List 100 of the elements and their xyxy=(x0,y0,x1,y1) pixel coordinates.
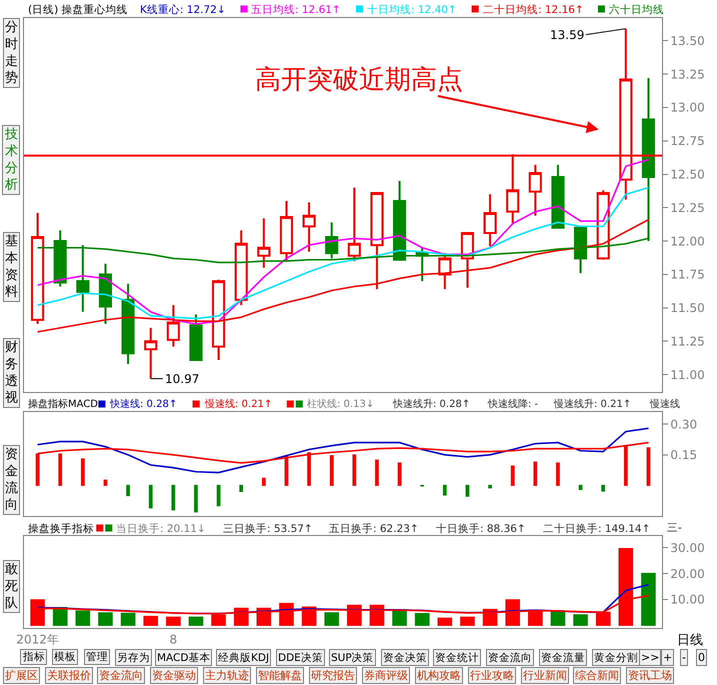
y-tick-label: 0.15 xyxy=(670,448,698,462)
text: 行业新闻 xyxy=(523,669,567,682)
candlestick xyxy=(528,164,542,217)
y-tick-label: 13.25 xyxy=(670,67,705,82)
bar xyxy=(646,447,650,486)
bar xyxy=(533,462,538,486)
bar xyxy=(442,484,447,496)
y-tick-label: 11.25 xyxy=(670,334,705,348)
text: >> xyxy=(641,651,660,664)
candlestick xyxy=(280,200,293,262)
y-tick-label: 12.00 xyxy=(670,234,705,248)
bar xyxy=(58,454,62,486)
text: 十日换手: 88.36↑ xyxy=(436,522,526,535)
text: 财务透视 xyxy=(5,340,18,406)
bar xyxy=(216,484,220,506)
bar xyxy=(438,618,452,626)
bar xyxy=(460,616,475,626)
text: 资金驱动 xyxy=(152,669,196,682)
bar xyxy=(239,484,244,492)
bar xyxy=(414,612,430,626)
legend-label: 二十日均线: 12.16↑ xyxy=(483,3,584,16)
y-tick-label: 11.75 xyxy=(670,268,705,282)
x-tick-label: 8 xyxy=(170,632,178,646)
text: 资金决策 xyxy=(383,651,427,664)
text: 行业攻略 xyxy=(470,669,514,682)
bar xyxy=(578,484,582,490)
bar xyxy=(98,612,113,626)
text: 机构攻略 xyxy=(417,669,461,682)
text: SUP决策 xyxy=(331,651,374,664)
candlestick xyxy=(122,282,135,365)
bar xyxy=(510,466,515,486)
bar xyxy=(324,612,339,626)
text: 资金流量 xyxy=(541,651,585,664)
legend-label: 慢速线: 0.21↑ xyxy=(204,398,272,410)
text: 智能解盘 xyxy=(258,669,302,682)
chart-title: 操盘换手指标 xyxy=(28,522,94,535)
text: 扩展区 xyxy=(5,669,38,682)
candlestick xyxy=(484,193,497,248)
candlestick xyxy=(98,262,112,325)
text: 主力轨迹 xyxy=(205,669,249,682)
y-tick-label: 12.75 xyxy=(670,134,705,148)
text: 二十日换手: 149.14↑ xyxy=(543,522,650,535)
text: 券商评级 xyxy=(364,669,408,682)
bar xyxy=(573,614,588,626)
text: 慢速线 xyxy=(649,398,680,410)
text: 日线 xyxy=(677,633,703,648)
text: 三日换手: 53.57↑ xyxy=(223,522,313,535)
bar xyxy=(466,484,470,497)
line-series xyxy=(36,186,650,320)
text: 另存为 xyxy=(117,651,150,664)
x-tick-label: 2012年 xyxy=(16,632,59,646)
bar xyxy=(398,462,402,486)
text: + xyxy=(663,651,672,664)
y-tick-label: 12.50 xyxy=(670,167,705,182)
bar xyxy=(76,610,90,626)
y-tick-label: 13.50 xyxy=(670,34,705,48)
text: 指标 xyxy=(22,651,45,663)
bar xyxy=(641,572,656,626)
bar xyxy=(262,478,266,486)
line-series xyxy=(36,158,650,325)
bar xyxy=(188,616,204,626)
candlestick xyxy=(31,212,44,325)
annotation: 高开突破近期高点 xyxy=(255,65,463,95)
bar xyxy=(104,480,108,486)
y-tick-label: 12.25 xyxy=(670,200,705,215)
text: 快速线升: 0.28↑ xyxy=(392,398,470,410)
candlestick xyxy=(302,201,316,253)
chart-title: (日线) 操盘重心均线 xyxy=(28,3,128,16)
text: 资金统计 xyxy=(435,651,479,664)
candlestick xyxy=(551,164,564,229)
bar xyxy=(556,462,560,486)
legend-label: 十日均线: 12.40↑ xyxy=(367,3,457,16)
candlestick xyxy=(460,232,474,289)
text: 基本资料 xyxy=(5,234,18,300)
bar xyxy=(120,612,136,626)
bar xyxy=(143,616,158,626)
y-tick-label: 10.00 xyxy=(670,592,705,607)
bar xyxy=(601,484,606,492)
legend-label: 六十日均线 xyxy=(609,3,664,16)
text: 资讯工场 xyxy=(628,669,672,682)
text: 经典版KDJ xyxy=(218,651,270,664)
y-tick-label: 11.00 xyxy=(670,368,705,382)
y-tick-label: 11.50 xyxy=(670,301,705,316)
legend-label: 柱状线: 0.13↓ xyxy=(307,398,374,410)
annotation: 10.97 xyxy=(165,372,200,386)
bar xyxy=(126,484,130,496)
candlestick xyxy=(234,229,248,306)
candlestick xyxy=(189,314,202,361)
candlestick xyxy=(438,252,452,290)
text: 五日换手: 62.23↑ xyxy=(329,522,419,535)
text: DDE决策 xyxy=(278,651,323,664)
legend-label: 当日换手: 20.11↓ xyxy=(116,522,206,535)
candlestick xyxy=(348,186,361,262)
line-series xyxy=(36,428,650,474)
bar xyxy=(171,484,176,510)
legend-label: 五日均线: 12.61↑ xyxy=(251,3,341,16)
text: 技术分析 xyxy=(4,127,18,193)
bar xyxy=(166,616,181,626)
bar xyxy=(488,484,492,488)
y-tick-label: 30.00 xyxy=(670,540,705,555)
